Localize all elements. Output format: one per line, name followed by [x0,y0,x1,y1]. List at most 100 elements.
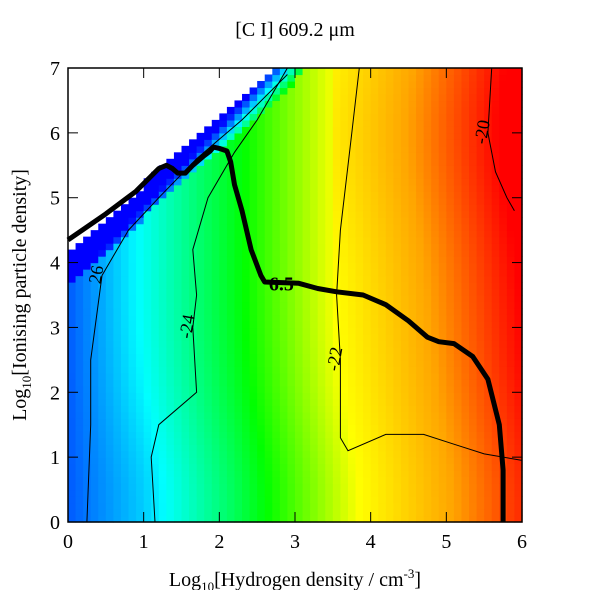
heatmap-cell [310,269,319,277]
heatmap-cell [264,418,273,426]
heatmap-cell [310,450,319,458]
heatmap-cell [211,152,220,160]
heatmap-cell [181,405,190,413]
heatmap-cell [476,320,485,329]
heatmap-cell [461,288,470,296]
heatmap-cell [506,476,516,484]
heatmap-cell [378,282,387,290]
heatmap-cell [264,93,273,102]
heatmap-cell [279,113,289,121]
heatmap-cell [295,366,304,374]
heatmap-cell [378,262,387,270]
heatmap-cell [181,411,190,419]
heatmap-cell [226,502,236,510]
heatmap-cell [469,496,478,504]
heatmap-cell [173,301,183,309]
heatmap-cell [242,502,251,510]
heatmap-cell [302,80,311,89]
heatmap-cell [151,502,160,510]
heatmap-cell [83,288,92,296]
heatmap-cell [484,496,493,504]
heatmap-cell [120,340,130,348]
heatmap-cell [370,275,379,283]
heatmap-cell [90,476,99,484]
heatmap-cell [453,392,463,400]
heatmap-cell [196,295,205,303]
heatmap-cell [234,353,243,361]
heatmap-cell [453,171,463,179]
heatmap-cell [219,307,228,316]
heatmap-cell [272,333,281,341]
heatmap-cell [196,320,205,329]
heatmap-cell [491,444,500,452]
heatmap-cell [279,145,289,153]
heatmap-cell [325,431,334,439]
heatmap-cell [325,372,334,380]
heatmap-cell [506,217,516,225]
heatmap-cell [189,515,198,523]
heatmap-cell [166,320,175,329]
heatmap-cell [158,171,167,179]
heatmap-cell [385,476,394,484]
heatmap-cell [370,418,379,426]
heatmap-cell [181,262,190,270]
heatmap-cell [310,165,319,173]
heatmap-cell [363,249,372,257]
heatmap-cell [332,256,341,264]
heatmap-cell [332,353,341,361]
heatmap-cell [476,515,485,523]
heatmap-cell [105,320,114,329]
heatmap-cell [514,353,523,361]
heatmap-cell [484,223,493,231]
heatmap-cell [83,405,92,413]
heatmap-cell [173,262,183,270]
heatmap-cell [279,398,289,406]
heatmap-cell [257,230,266,238]
heatmap-cell [128,457,137,465]
heatmap-cell [499,119,508,127]
heatmap-cell [151,431,160,439]
heatmap-cell [196,340,205,348]
heatmap-cell [499,431,508,439]
heatmap-cell [491,243,500,251]
heatmap-cell [499,197,508,205]
heatmap-cell [461,314,470,322]
heatmap-cell [423,152,432,160]
heatmap-cell [408,243,417,251]
heatmap-cell [279,126,289,134]
heatmap-cell [173,288,183,296]
heatmap-cell [98,282,107,290]
heatmap-cell [438,444,447,452]
heatmap-cell [189,418,198,426]
heatmap-cell [393,269,402,277]
heatmap-cell [264,431,273,439]
heatmap-cell [295,496,304,504]
heatmap-cell [416,249,425,257]
heatmap-cell [461,236,470,244]
heatmap-cell [317,236,326,244]
heatmap-cell [514,431,523,439]
heatmap-cell [370,100,379,108]
heatmap-cell [158,230,167,238]
heatmap-cell [476,93,485,102]
heatmap-cell [446,295,455,303]
heatmap-cell [355,483,364,491]
heatmap-cell [219,249,228,257]
heatmap-cell [385,366,394,374]
heatmap-cell [431,450,440,458]
heatmap-cell [453,379,463,387]
heatmap-cell [340,463,349,471]
heatmap-cell [400,113,410,121]
heatmap-cell [393,126,402,134]
heatmap-cell [476,431,485,439]
heatmap-cell [128,470,137,478]
heatmap-cell [272,398,281,406]
heatmap-cell [242,204,251,212]
heatmap-cell [431,139,440,147]
heatmap-cell [120,502,130,510]
heatmap-cell [120,295,130,303]
heatmap-cell [310,314,319,322]
heatmap-cell [196,236,205,244]
heatmap-cell [120,411,130,419]
heatmap-cell [287,398,296,406]
